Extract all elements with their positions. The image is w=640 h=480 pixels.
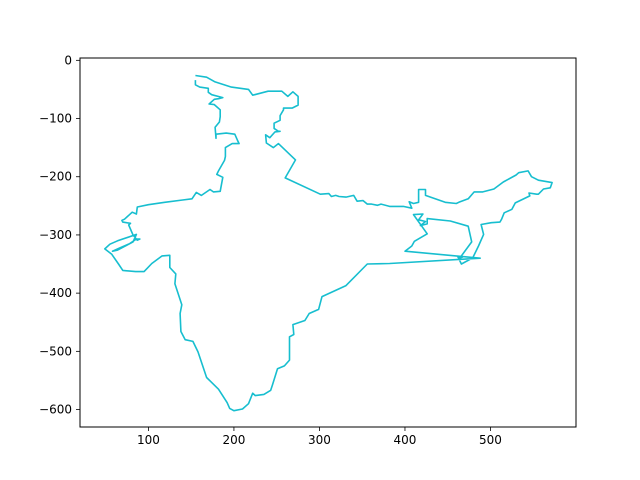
y-tick-label: −300 (39, 228, 72, 242)
x-tick-label: 300 (308, 433, 331, 447)
y-tick-label: −100 (39, 112, 72, 126)
y-tick-label: −400 (39, 286, 72, 300)
x-tick-label: 200 (222, 433, 245, 447)
y-tick-label: −600 (39, 403, 72, 417)
y-tick-label: −200 (39, 170, 72, 184)
x-tick-label: 400 (394, 433, 417, 447)
series-layer (104, 74, 553, 412)
y-tick-label: −500 (39, 344, 72, 358)
y-tick-label: 0 (64, 53, 72, 67)
plot-area (80, 58, 576, 427)
x-tick-label: 100 (137, 433, 160, 447)
series-line-0 (104, 74, 553, 412)
x-tick-label: 500 (479, 433, 502, 447)
axes-layer: 100 200 300 400 500 0 −100 −200 −300 −400 −500 −600 (39, 53, 502, 447)
axes-frame (79, 57, 577, 428)
